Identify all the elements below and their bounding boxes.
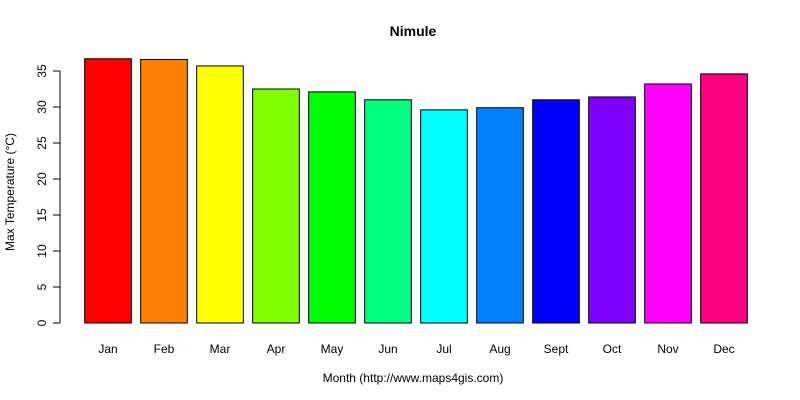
y-tick-label-20: 20 bbox=[35, 172, 49, 186]
bar-oct bbox=[588, 96, 636, 324]
bar-jan bbox=[84, 58, 132, 324]
y-axis-label: Max Temperature (°C) bbox=[3, 133, 17, 251]
bar-jun bbox=[364, 99, 412, 324]
y-tick-label-30: 30 bbox=[35, 100, 49, 114]
y-axis: 0 5 10 15 20 25 30 35 bbox=[35, 64, 61, 326]
x-tick-label-may: May bbox=[321, 342, 344, 356]
bar-mar bbox=[196, 65, 244, 324]
bar-may bbox=[308, 91, 356, 324]
bar-nov bbox=[644, 83, 692, 324]
x-tick-label-feb: Feb bbox=[154, 342, 175, 356]
x-tick-label-apr: Apr bbox=[267, 342, 286, 356]
x-axis-label: Month (http://www.maps4gis.com) bbox=[323, 371, 504, 385]
y-tick-label-5: 5 bbox=[35, 283, 49, 290]
x-tick-label-aug: Aug bbox=[489, 342, 510, 356]
x-tick-label-jan: Jan bbox=[98, 342, 117, 356]
x-tick-label-sept: Sept bbox=[544, 342, 569, 356]
y-tick-label-25: 25 bbox=[35, 136, 49, 150]
y-tick-label-0: 0 bbox=[35, 319, 49, 326]
bar-dec bbox=[700, 73, 748, 324]
x-tick-label-dec: Dec bbox=[713, 342, 734, 356]
bars-group bbox=[84, 58, 748, 324]
bar-feb bbox=[140, 58, 188, 324]
x-tick-label-mar: Mar bbox=[210, 342, 231, 356]
bar-sept bbox=[532, 99, 580, 324]
bar-jul bbox=[420, 109, 468, 324]
x-tick-label-oct: Oct bbox=[603, 342, 622, 356]
x-tick-label-jun: Jun bbox=[378, 342, 397, 356]
y-tick-label-15: 15 bbox=[35, 208, 49, 222]
x-tick-labels: Jan Feb Mar Apr May Jun Jul Aug Sept Oct Nov Dec bbox=[98, 342, 734, 356]
y-tick-label-35: 35 bbox=[35, 64, 49, 78]
bar-apr bbox=[252, 88, 300, 324]
y-tick-label-10: 10 bbox=[35, 244, 49, 258]
x-tick-label-nov: Nov bbox=[657, 342, 678, 356]
bar-aug bbox=[476, 107, 524, 324]
x-tick-label-jul: Jul bbox=[436, 342, 451, 356]
chart-title: Nimule bbox=[390, 23, 437, 39]
